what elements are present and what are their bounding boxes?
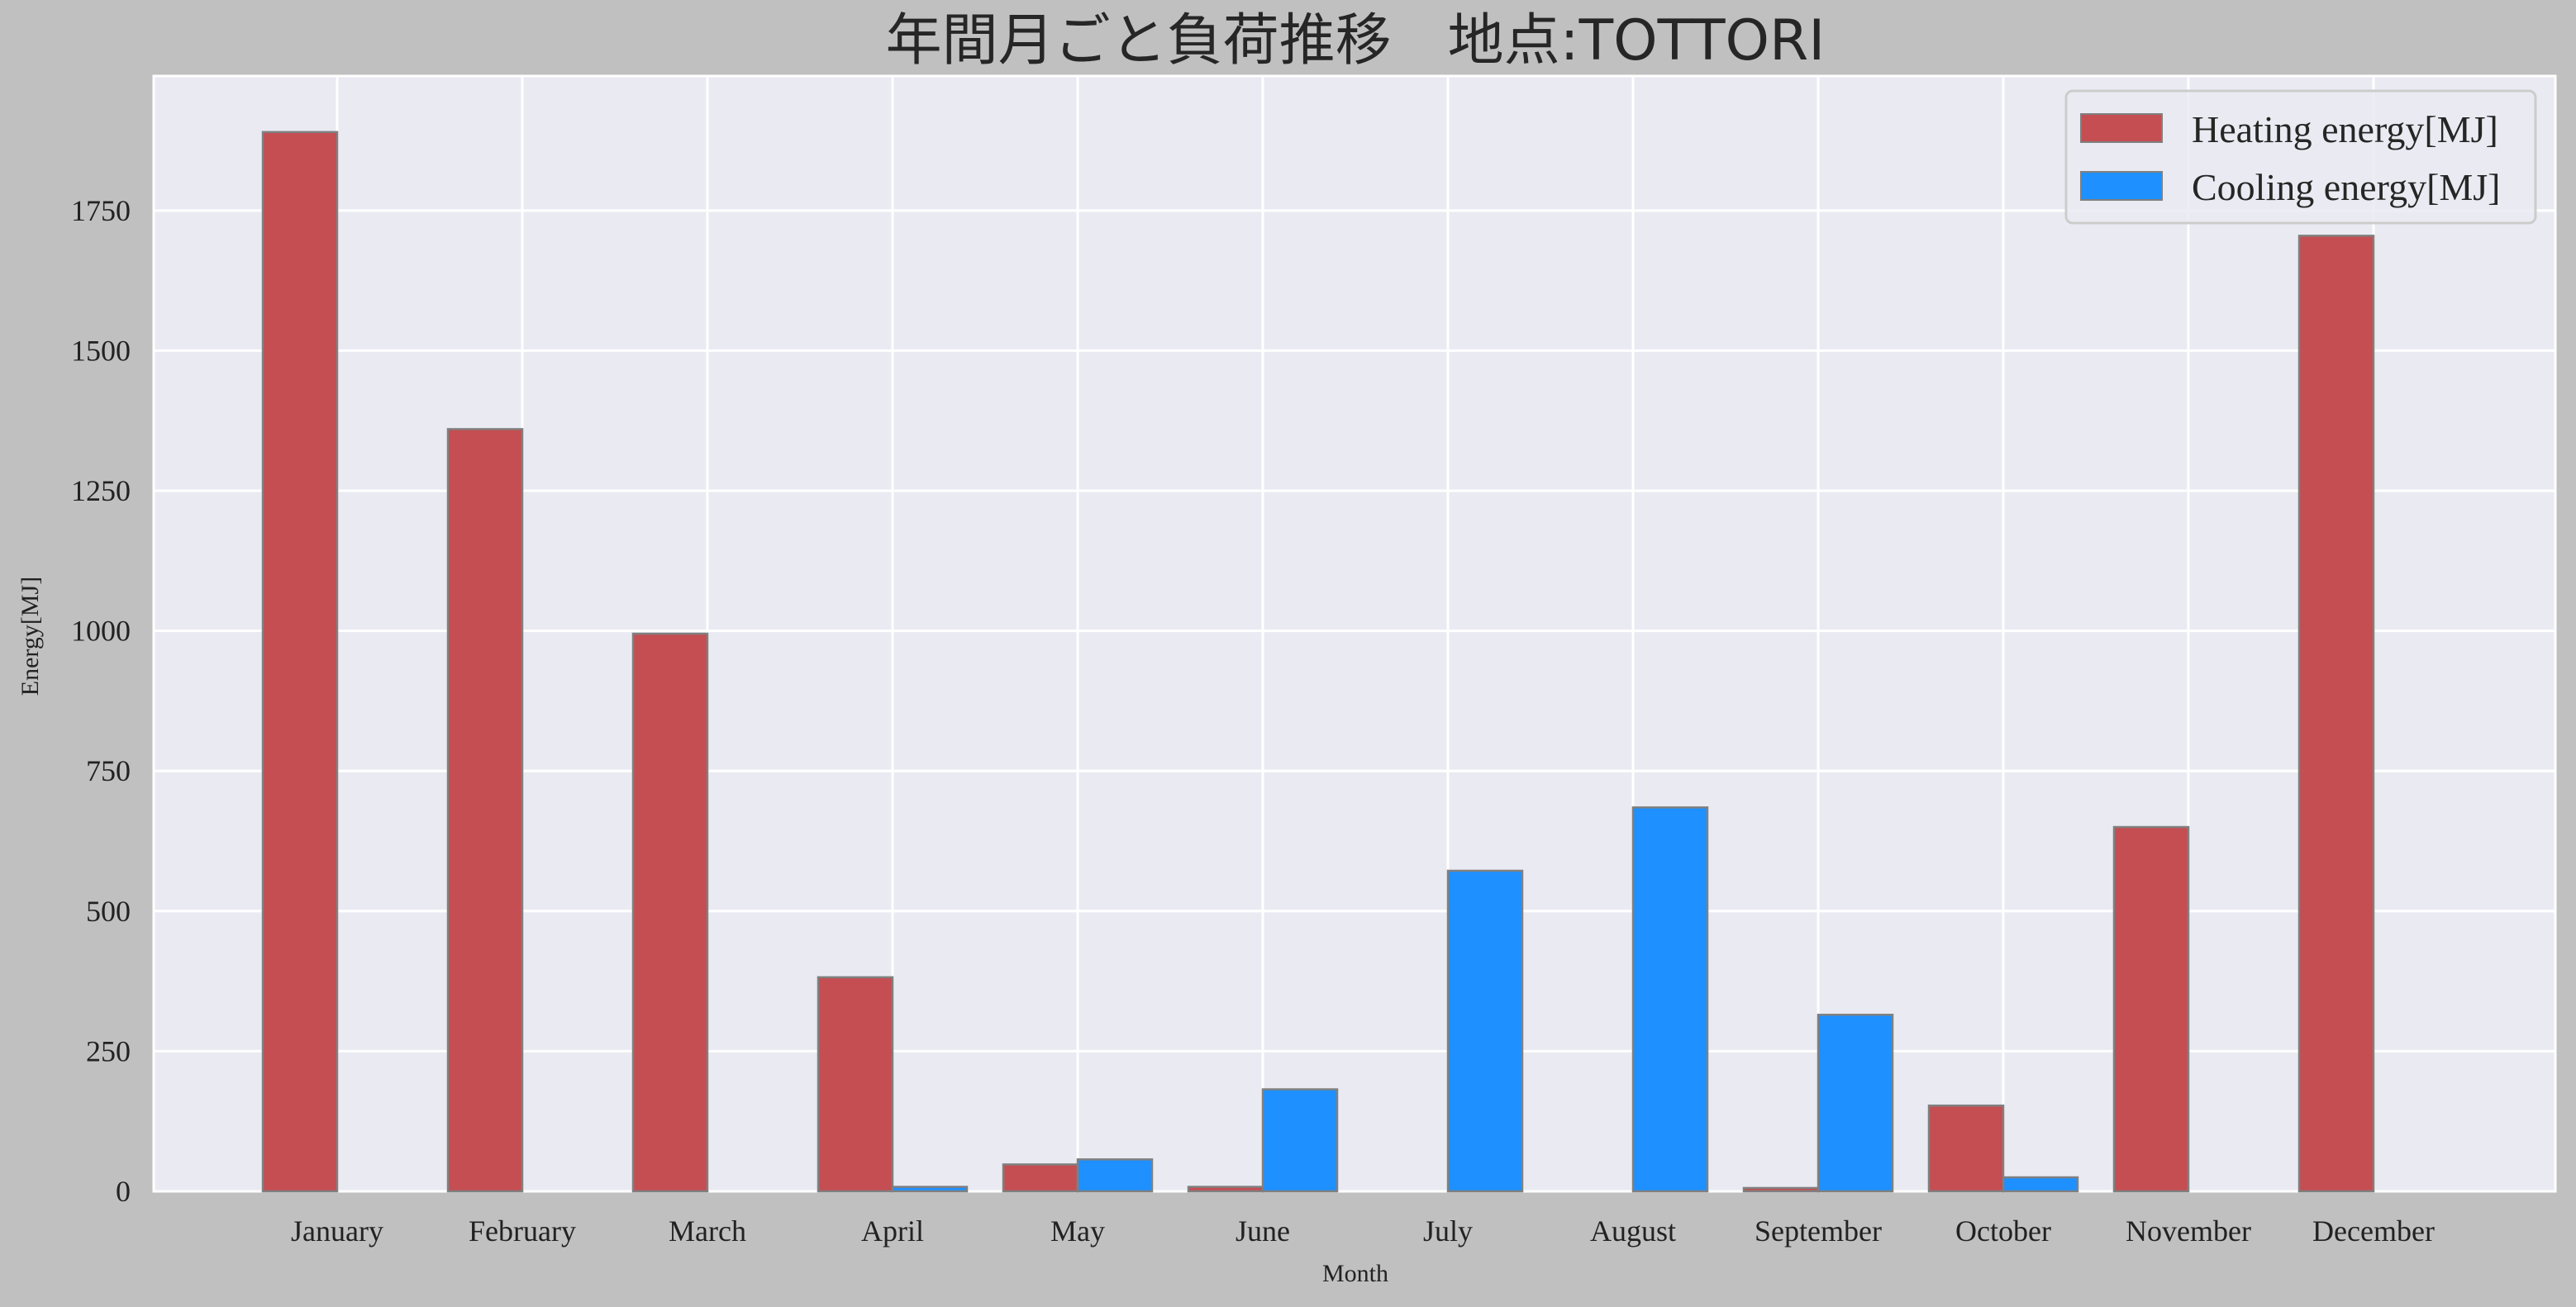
x-tick-label: June	[1236, 1214, 1290, 1248]
y-tick-label: 500	[86, 895, 131, 928]
heating-bar-june	[1187, 1186, 1264, 1193]
legend-box	[2064, 89, 2537, 225]
x-tick-label: September	[1755, 1214, 1882, 1248]
cooling-bar-april	[891, 1186, 969, 1193]
legend: Heating energy[MJ] Cooling energy[MJ]	[2064, 89, 2537, 225]
x-tick-label: January	[291, 1214, 383, 1248]
cooling-bar-july	[1446, 869, 1524, 1193]
x-tick-label: October	[1955, 1214, 2051, 1248]
heating-bar-may	[1002, 1163, 1079, 1193]
y-tick-label: 0	[116, 1175, 131, 1208]
plot-frame	[152, 74, 2557, 1193]
cooling-bar-october	[2002, 1176, 2079, 1193]
y-tick-label: 1000	[71, 615, 131, 648]
x-tick-label: May	[1050, 1214, 1105, 1248]
tick-labels: 0 250 500 750 1000 1250 1500 1750 January Februar…	[71, 194, 2435, 1248]
x-axis-label: Month	[1322, 1260, 1388, 1287]
x-tick-label: April	[861, 1214, 924, 1248]
y-axis-label: Energy[MJ]	[17, 577, 44, 696]
heating-bar-february	[446, 428, 524, 1193]
x-tick-label: December	[2312, 1214, 2435, 1248]
chart-title: 年間月ごと負荷推移 地点:TOTTORI	[886, 8, 1826, 74]
cooling-bar-may	[1076, 1158, 1154, 1193]
x-tick-label: November	[2126, 1214, 2251, 1248]
legend-swatch-cooling	[2080, 171, 2163, 201]
cooling-bar-august	[1631, 806, 1709, 1193]
x-tick-label: July	[1423, 1214, 1473, 1248]
heating-bar-january	[261, 131, 339, 1193]
legend-label-heating: Heating energy[MJ]	[2192, 108, 2498, 150]
bars	[261, 131, 2375, 1193]
heating-bar-april	[817, 976, 894, 1193]
y-tick-label: 250	[86, 1034, 131, 1067]
y-tick-label: 1500	[71, 334, 131, 367]
x-tick-label: February	[469, 1214, 576, 1248]
x-tick-label: August	[1590, 1214, 1676, 1248]
y-tick-label: 750	[86, 754, 131, 787]
y-tick-label: 1750	[71, 194, 131, 227]
heating-bar-november	[2112, 825, 2190, 1193]
cooling-bar-september	[1817, 1014, 1894, 1193]
legend-swatch-heating	[2080, 113, 2163, 143]
cooling-bar-june	[1261, 1088, 1339, 1193]
x-tick-label: March	[669, 1214, 746, 1248]
heating-bar-september	[1742, 1186, 1820, 1193]
heating-bar-march	[631, 632, 709, 1193]
heating-bar-october	[1927, 1104, 2005, 1193]
legend-label-cooling: Cooling energy[MJ]	[2192, 166, 2501, 208]
heating-bar-december	[2297, 235, 2375, 1193]
y-tick-label: 1250	[71, 474, 131, 507]
